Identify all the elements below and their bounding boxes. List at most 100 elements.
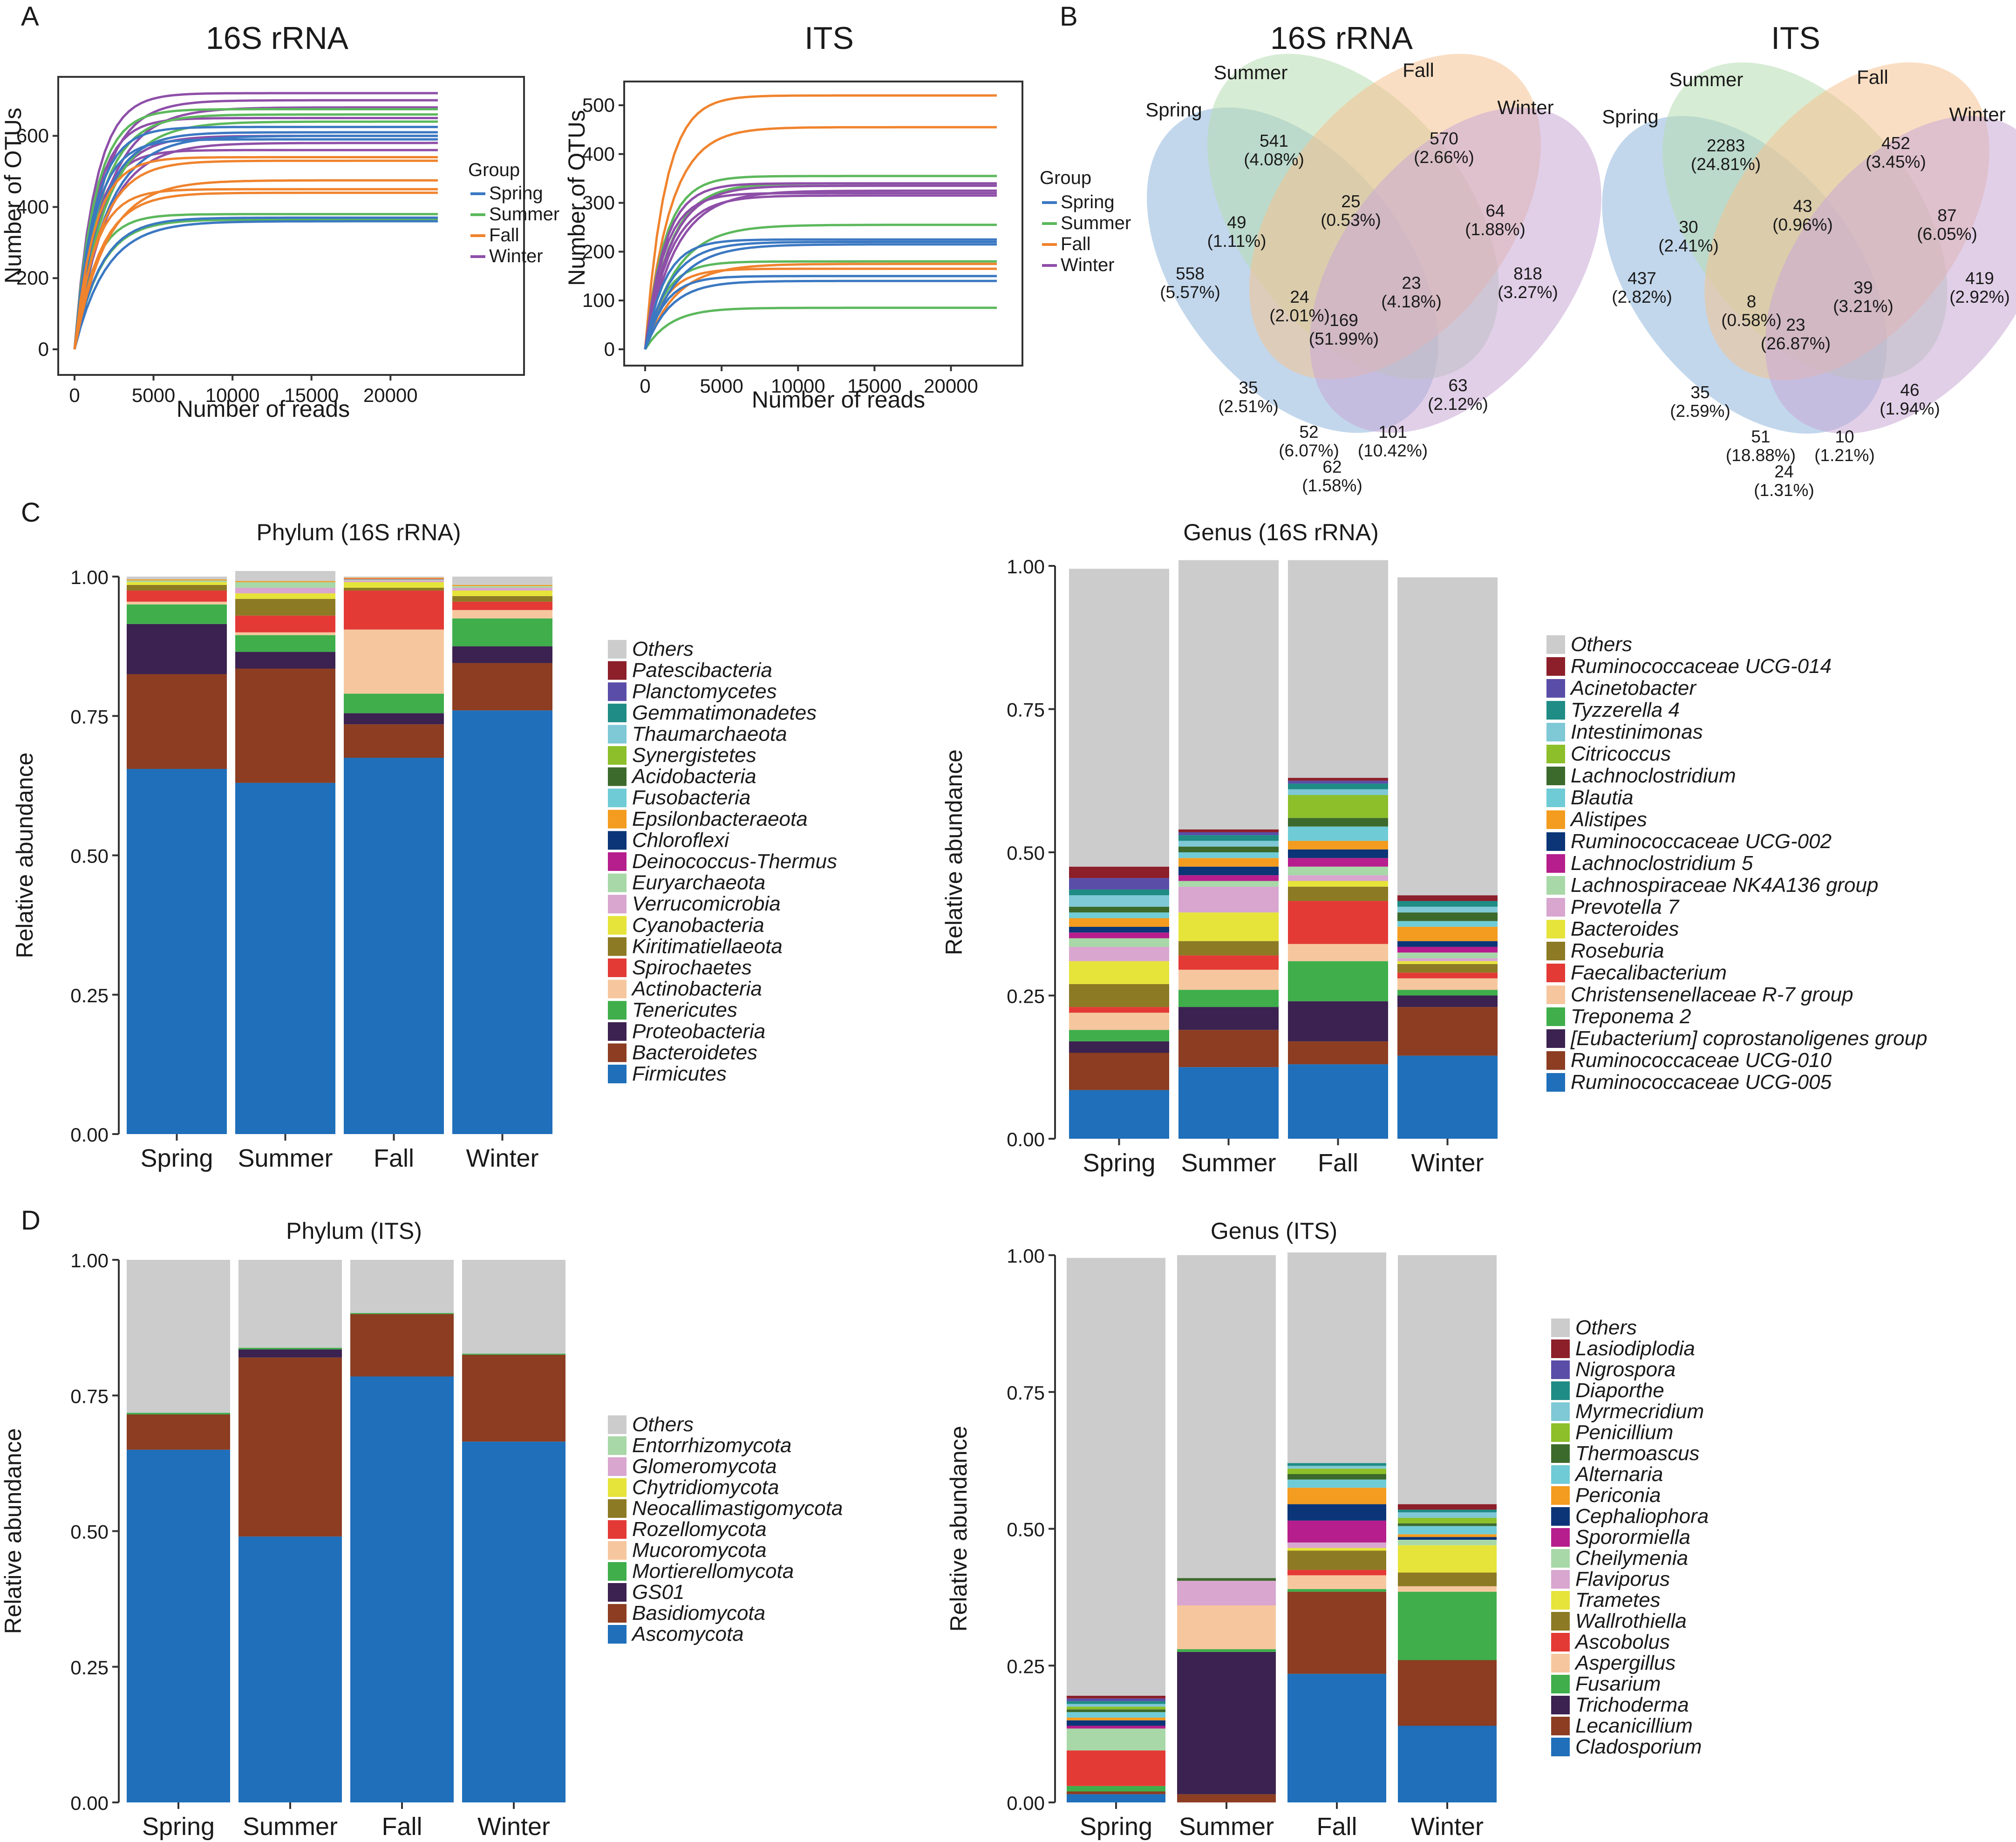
y-tick-label: 500 xyxy=(582,94,615,116)
bar-segment-summer-faecalibacterium xyxy=(1178,955,1279,970)
legend-swatch xyxy=(608,1541,627,1560)
rarefaction-16s-frame xyxy=(57,76,525,376)
legend-label: Ruminococcaceae UCG-010 xyxy=(1571,1049,1832,1072)
venn-percent-fall-winter: (6.05%) xyxy=(1917,224,1977,244)
bar-segment-winter-penicillium xyxy=(1398,1518,1497,1523)
legend-swatch xyxy=(1546,635,1565,654)
bar-segment-winter-prevotella-7 xyxy=(1397,958,1498,961)
legend-swatch xyxy=(608,640,627,659)
bar-segment-winter-cyanobacteria xyxy=(452,590,552,596)
x-category-label-fall: Fall xyxy=(1318,1149,1358,1177)
legend-label: Roseburia xyxy=(1571,939,1664,962)
venn-count-spring-summer-winter: 10 xyxy=(1835,427,1854,446)
y-tick-label: 0.50 xyxy=(1007,842,1045,864)
y-tick-label: 1.00 xyxy=(1007,1245,1045,1267)
bar-segment-summer-ascomycota xyxy=(238,1536,342,1802)
legend-label: Others xyxy=(1571,633,1632,656)
bar-segment-fall-diaporthe xyxy=(1287,1463,1386,1466)
legend-swatch xyxy=(608,1520,627,1539)
legend-swatch xyxy=(608,873,627,892)
rarefaction-curve-winter xyxy=(73,149,438,350)
legend-label: Thaumarchaeota xyxy=(632,722,787,745)
venn-percent-summer-fall-winter: (4.18%) xyxy=(1381,292,1442,311)
bar-segment-winter-intestinimonas xyxy=(1397,906,1498,913)
legend-label: Planctomycetes xyxy=(632,680,777,703)
y-tick-label: 0.25 xyxy=(1007,1655,1045,1677)
legend-swatch xyxy=(1551,1591,1570,1610)
legend-label: Ruminococcaceae UCG-014 xyxy=(1571,655,1832,678)
legend-label: Ascobolus xyxy=(1574,1631,1670,1653)
bar-segment-spring-fusarium xyxy=(1067,1786,1165,1792)
x-tick-label: 5000 xyxy=(700,375,743,397)
legend-label: Chytridiomycota xyxy=(632,1476,779,1499)
venn-count-spring-only: 558 xyxy=(1176,264,1205,283)
legend-label-winter: Winter xyxy=(489,246,543,266)
venn-16s-label-winter: Winter xyxy=(1497,96,1553,118)
legend-label: Actinobacteria xyxy=(631,978,762,1000)
venn-percent-summer-winter: (1.94%) xyxy=(1880,399,1940,418)
legend-label: Bacteroidetes xyxy=(632,1041,757,1064)
bar-segment-summer-actinobacteria xyxy=(235,632,335,635)
legend-swatch xyxy=(1551,1633,1570,1652)
legend-label: Alternaria xyxy=(1574,1463,1663,1486)
venn-percent-all-four: (51.99%) xyxy=(1309,329,1379,348)
bar-segment-winter-alistipes xyxy=(1397,926,1498,941)
bar-segment-summer-roseburia xyxy=(1178,941,1279,956)
bar-segment-spring-euryarchaeota xyxy=(127,580,227,582)
rarefaction-its-x-label: Number of reads xyxy=(752,387,925,413)
bar-segment-winter-diaporthe xyxy=(1398,1509,1497,1513)
bar-segment-winter-mortierellomycota xyxy=(462,1353,565,1355)
rarefaction-16s-x-ticks: 0 5000 10000 15000 20000 xyxy=(69,375,418,406)
bar-segment-summer-tenericutes xyxy=(235,635,335,652)
venn-percent-summer-fall-winter: (3.21%) xyxy=(1833,297,1893,316)
venn-count-spring-fall-winter: 51 xyxy=(1751,427,1770,446)
legend-swatch xyxy=(1546,832,1565,851)
bar-segment-fall-ruminococcaceae-ucg-002 xyxy=(1288,849,1388,858)
legend-label: Wallrothiella xyxy=(1575,1610,1687,1632)
venn-16s-label-spring: Spring xyxy=(1145,99,1202,121)
bar-segment-spring-blautia xyxy=(1069,912,1169,918)
legend-swatch xyxy=(1551,1339,1570,1358)
bar-segment-spring-nigrospora xyxy=(1067,1698,1165,1701)
bar-segment-spring-periconia xyxy=(1067,1717,1165,1720)
bar-segment-winter-euryarchaeota xyxy=(452,586,552,588)
legend-swatch xyxy=(1551,1717,1570,1735)
bar-segment-spring-ruminococcaceae-ucg-005 xyxy=(1069,1090,1169,1139)
y-tick-label: 200 xyxy=(582,240,615,262)
legend-swatch xyxy=(608,852,627,871)
venn-count-summer-fall-winter: 39 xyxy=(1853,278,1873,297)
venn-count-spring-winter: 24 xyxy=(1774,462,1793,481)
x-category-label-spring: Spring xyxy=(140,1144,213,1172)
bar-segment-fall-spirochaetes xyxy=(344,590,444,630)
x-category-label-summer: Summer xyxy=(243,1813,338,1841)
bar-segment-spring-cyanobacteria xyxy=(127,582,227,585)
legend-label: Myrmecridium xyxy=(1575,1400,1704,1423)
bar-segment-winter-firmicutes xyxy=(452,710,552,1134)
x-tick-label: 0 xyxy=(640,375,650,397)
x-category-label-winter: Winter xyxy=(1411,1813,1484,1841)
rarefaction-curve-spring xyxy=(73,220,438,350)
legend-label: Synergistetes xyxy=(632,744,756,767)
legend-swatch xyxy=(1551,1319,1570,1337)
rarefaction-its-y-ticks: 0 100 200 300 400 500 xyxy=(582,94,624,360)
rarefaction-curve-spring xyxy=(644,275,997,350)
rarefaction-curve-fall xyxy=(73,191,438,350)
venn-count-summer-fall: 43 xyxy=(1793,197,1812,216)
rarefaction-curve-winter xyxy=(73,99,438,350)
legend-label: Chloroflexi xyxy=(632,829,729,851)
legend-swatch xyxy=(1551,1444,1570,1463)
bar-segment-winter-christensenellaceae-r-7-group xyxy=(1397,978,1498,990)
bar-segment-fall-verrucomicrobia xyxy=(344,580,444,582)
legend-swatch xyxy=(608,1562,627,1581)
legend-label: Periconia xyxy=(1575,1484,1661,1507)
venn-percent-spring-fall: (2.51%) xyxy=(1218,397,1279,416)
legend-swatch xyxy=(1551,1486,1570,1505)
legend-swatch xyxy=(608,725,627,744)
legend-swatch xyxy=(1551,1612,1570,1631)
legend-label: Others xyxy=(632,1413,694,1436)
legend-swatch xyxy=(1546,679,1565,698)
bar-segment-summer-basidiomycota xyxy=(238,1357,342,1537)
rarefaction-its-x-ticks: 0 5000 10000 15000 20000 xyxy=(640,366,978,397)
legend-swatch xyxy=(1546,701,1565,720)
